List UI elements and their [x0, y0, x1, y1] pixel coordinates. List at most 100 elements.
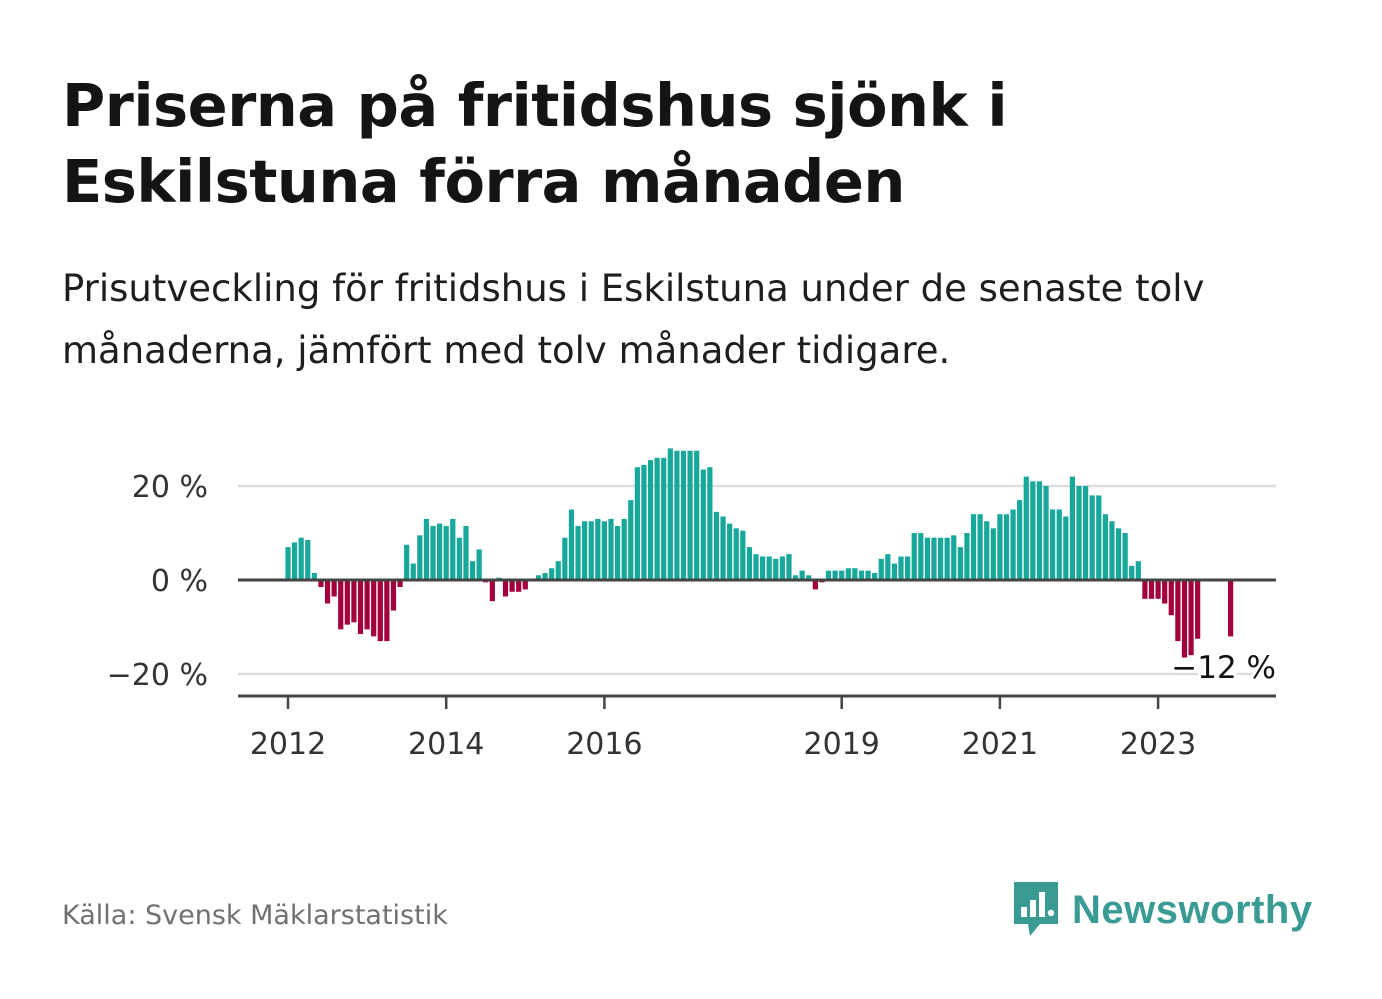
bar [680, 450, 687, 580]
bar [984, 521, 990, 580]
bar [1010, 509, 1016, 580]
bar [1017, 500, 1023, 580]
source-note: Källa: Svensk Mäklarstatistik [62, 900, 448, 931]
bar [305, 540, 311, 580]
bar [410, 563, 416, 580]
chart-subtitle: Prisutveckling för fritidshus i Eskilstu… [62, 267, 1205, 372]
bar [1050, 509, 1056, 580]
bar [390, 580, 397, 611]
bar [608, 518, 614, 580]
bar [575, 525, 581, 580]
bar [516, 580, 522, 592]
bar [786, 554, 792, 580]
bar [371, 580, 377, 637]
bar [1003, 514, 1010, 580]
bar [832, 570, 838, 580]
bar [713, 511, 720, 580]
x-tick-label: 2023 [1120, 727, 1196, 762]
bar [1148, 580, 1155, 599]
bar [997, 514, 1003, 580]
bar [700, 469, 706, 580]
bar [872, 572, 878, 580]
bar [417, 535, 423, 580]
bar [918, 533, 924, 580]
bar [1168, 580, 1174, 616]
bar [647, 460, 654, 580]
x-tick-label: 2021 [962, 727, 1038, 762]
bar [898, 556, 904, 580]
bar [687, 450, 693, 580]
bar [384, 580, 390, 642]
bar [812, 580, 818, 590]
bar [905, 556, 911, 580]
bar [443, 525, 449, 580]
bar [456, 537, 462, 580]
bar [667, 448, 673, 580]
bar [990, 528, 996, 580]
bar [562, 537, 568, 580]
bar [311, 572, 317, 580]
bar [502, 580, 509, 597]
bar [522, 580, 528, 590]
bar [338, 580, 344, 630]
bar [621, 518, 627, 580]
bar [865, 570, 871, 580]
bar [746, 547, 753, 580]
bar [324, 580, 331, 604]
bar [331, 580, 337, 597]
y-tick-label: 0 % [151, 564, 208, 599]
x-tick-label: 2012 [250, 727, 326, 762]
bar [1142, 580, 1148, 599]
bar [397, 580, 403, 588]
newsworthy-chart-icon [1014, 882, 1058, 936]
latest-value-label: −12 % [1171, 650, 1276, 686]
bar [1175, 580, 1181, 642]
bar [1030, 481, 1036, 580]
bar [1228, 580, 1234, 637]
bar [720, 516, 726, 580]
bar [291, 542, 298, 580]
bar [707, 467, 713, 580]
bar [878, 558, 884, 580]
bar [799, 570, 805, 580]
bar [806, 575, 812, 580]
bar [661, 457, 667, 580]
x-tick-label: 2019 [804, 727, 880, 762]
bar [377, 580, 383, 642]
bar [885, 554, 891, 580]
bar [1115, 528, 1122, 580]
bar [740, 530, 746, 580]
bar [852, 568, 858, 580]
gridlines [238, 484, 1276, 676]
x-tick-label: 2016 [566, 727, 642, 762]
bar [404, 544, 410, 580]
bar [1135, 561, 1141, 580]
bar [760, 556, 766, 580]
bar [733, 528, 739, 580]
bar [588, 521, 594, 580]
bar [1069, 476, 1076, 580]
bar [891, 563, 898, 580]
bar [951, 535, 957, 580]
bar [601, 521, 607, 580]
x-tick-label: 2014 [408, 727, 484, 762]
bar [344, 580, 350, 625]
bar [858, 570, 865, 580]
bar [924, 537, 930, 580]
bar [555, 561, 561, 580]
bar [1188, 580, 1194, 656]
bar [753, 554, 759, 580]
bar [298, 537, 304, 580]
bar [1063, 516, 1069, 580]
brand-name: Newsworthy [1072, 887, 1313, 932]
bar [351, 580, 357, 623]
bar [364, 580, 370, 630]
bar [628, 500, 634, 580]
bar [463, 525, 469, 580]
bar [430, 525, 436, 580]
bar [1195, 580, 1201, 639]
bar [1102, 514, 1108, 580]
bar [964, 533, 970, 580]
bar [469, 561, 476, 580]
